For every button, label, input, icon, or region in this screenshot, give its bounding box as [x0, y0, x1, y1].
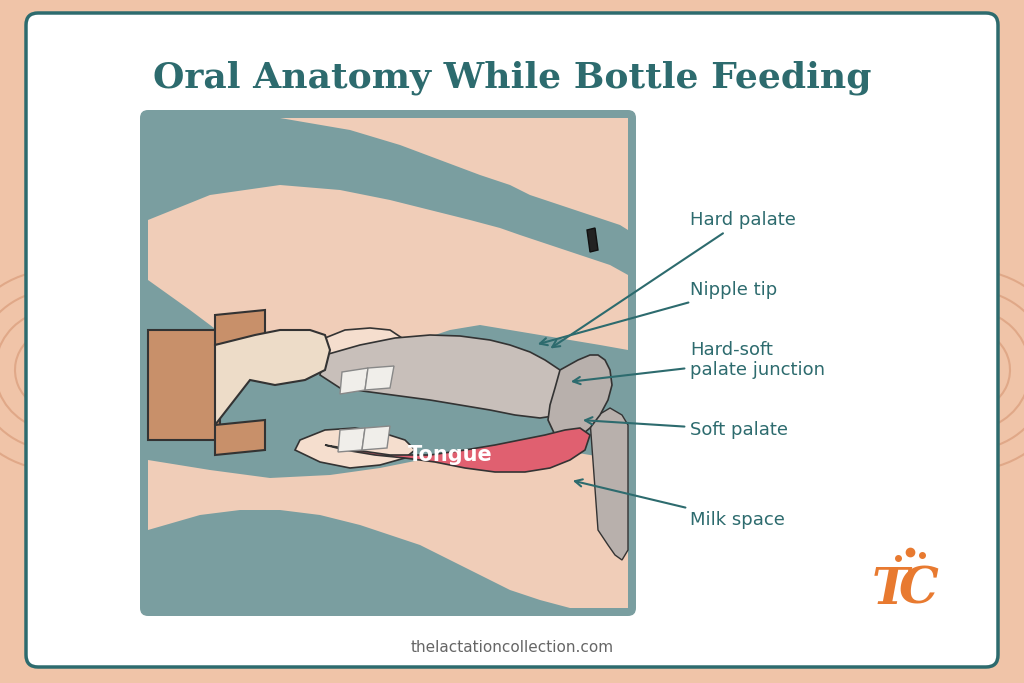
Text: Nipple tip: Nipple tip: [540, 281, 777, 345]
Text: Hard-soft
palate junction: Hard-soft palate junction: [573, 341, 825, 384]
Polygon shape: [295, 328, 415, 368]
Polygon shape: [319, 335, 580, 418]
Polygon shape: [338, 428, 365, 452]
Polygon shape: [590, 408, 628, 560]
Polygon shape: [148, 448, 628, 608]
FancyBboxPatch shape: [26, 13, 998, 667]
Polygon shape: [325, 428, 590, 472]
Polygon shape: [340, 368, 368, 394]
Text: T: T: [871, 566, 908, 615]
FancyBboxPatch shape: [140, 110, 636, 616]
Text: Tongue: Tongue: [408, 445, 493, 465]
Polygon shape: [587, 228, 598, 252]
Polygon shape: [215, 330, 330, 425]
Polygon shape: [215, 310, 265, 345]
Polygon shape: [295, 428, 415, 468]
Text: Hard palate: Hard palate: [552, 211, 796, 347]
Polygon shape: [148, 118, 628, 230]
Polygon shape: [362, 426, 390, 450]
Polygon shape: [148, 330, 220, 440]
Text: Milk space: Milk space: [574, 479, 784, 529]
Text: thelactationcollection.com: thelactationcollection.com: [411, 641, 613, 656]
Polygon shape: [365, 366, 394, 390]
Polygon shape: [148, 185, 628, 360]
Polygon shape: [215, 420, 265, 455]
Text: Soft palate: Soft palate: [585, 417, 788, 439]
Polygon shape: [548, 355, 612, 442]
Text: C: C: [898, 566, 938, 615]
Text: Oral Anatomy While Bottle Feeding: Oral Anatomy While Bottle Feeding: [153, 61, 871, 95]
